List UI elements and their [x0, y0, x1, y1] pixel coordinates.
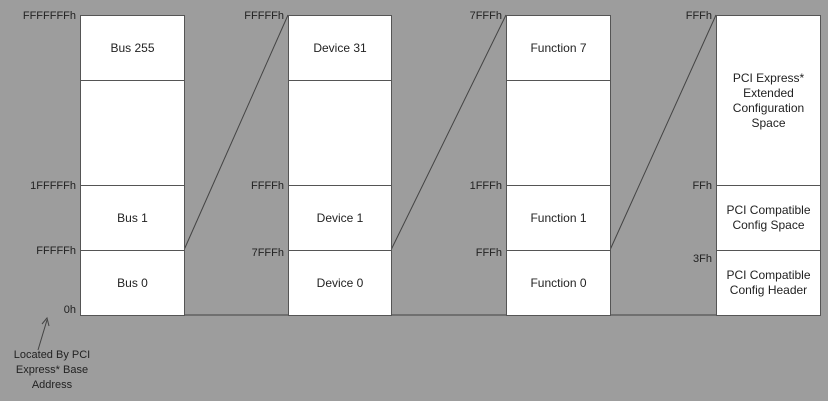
address-label: 7FFFh: [251, 247, 284, 259]
address-label: FFFFh: [251, 180, 284, 192]
address-label: FFFFFFFh: [22, 10, 76, 22]
empty-block: [80, 80, 185, 186]
address-label: FFFFFh: [36, 245, 76, 257]
block: Device 1: [288, 185, 392, 251]
block: PCI Compatible Config Space: [716, 185, 821, 251]
block: Function 7: [506, 15, 611, 81]
address-label: FFFh: [475, 247, 502, 259]
address-label: FFFh: [685, 10, 712, 22]
address-label: 3Fh: [693, 253, 712, 265]
empty-block: [288, 80, 392, 186]
block: Bus 1: [80, 185, 185, 251]
block: Function 1: [506, 185, 611, 251]
address-label: FFh: [692, 180, 712, 192]
block: Bus 0: [80, 250, 185, 316]
block: Function 0: [506, 250, 611, 316]
block: PCI Compatible Config Header: [716, 250, 821, 316]
address-label: FFFFFh: [244, 10, 284, 22]
empty-block: [506, 80, 611, 186]
block: Bus 255: [80, 15, 185, 81]
address-label: 7FFFh: [469, 10, 502, 22]
block: PCI Express* Extended Configuration Spac…: [716, 15, 821, 186]
block: Device 31: [288, 15, 392, 81]
address-label: 1FFFFFh: [30, 180, 76, 192]
block: Device 0: [288, 250, 392, 316]
address-label: 0h: [63, 304, 76, 316]
base-address-note: Located By PCI Express* Base Address: [13, 349, 91, 391]
address-label: 1FFFh: [469, 180, 502, 192]
